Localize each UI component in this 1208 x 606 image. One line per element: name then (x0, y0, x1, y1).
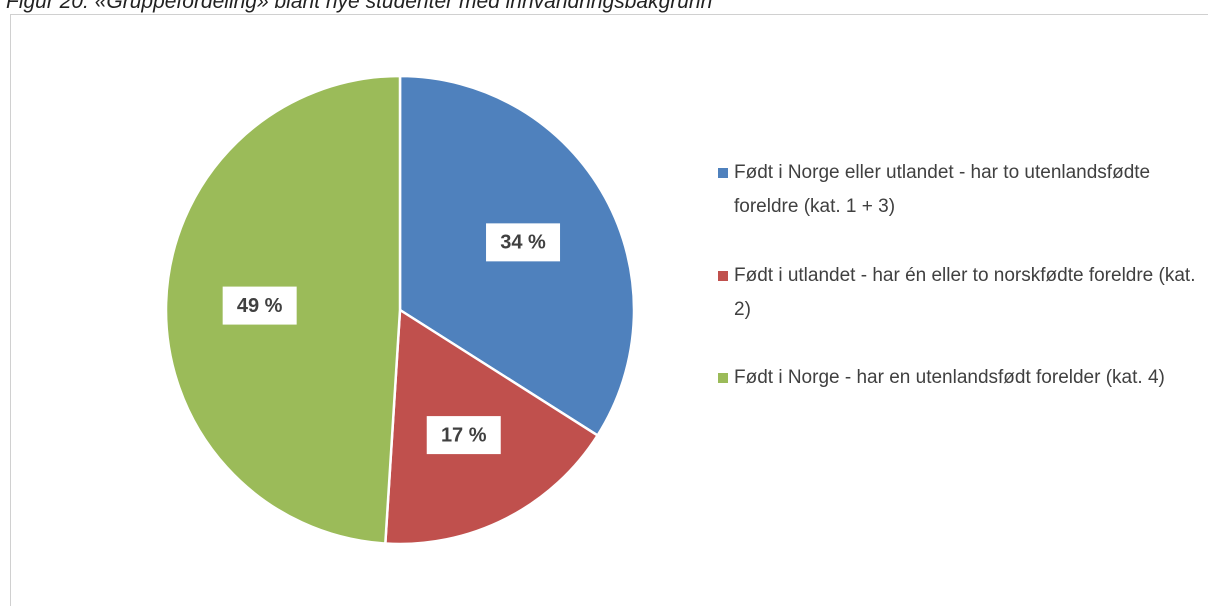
chart-frame (10, 14, 1208, 606)
data-label-box (426, 416, 501, 455)
legend-item: Født i Norge - har en utenlandsfødt fore… (718, 361, 1208, 395)
legend-item: Født i utlandet - har én eller to norskf… (718, 259, 1208, 327)
data-label: 17 % (441, 424, 487, 446)
legend-label: Født i Norge - har en utenlandsfødt fore… (734, 367, 1165, 388)
data-label: 34 % (500, 232, 546, 254)
data-label-box (486, 223, 561, 262)
legend-label: Født i utlandet - har én eller to norskf… (734, 265, 1196, 320)
chart-title: Figur 20: «Gruppefordeling» blant nye st… (6, 0, 713, 13)
data-label-box (222, 286, 297, 325)
legend-label: Født i Norge eller utlandet - har to ute… (734, 162, 1151, 217)
legend-swatch (718, 168, 728, 178)
legend-swatch (718, 271, 728, 281)
data-label: 49 % (237, 295, 283, 317)
legend-swatch (718, 373, 728, 383)
legend-item: Født i Norge eller utlandet - har to ute… (718, 156, 1208, 224)
